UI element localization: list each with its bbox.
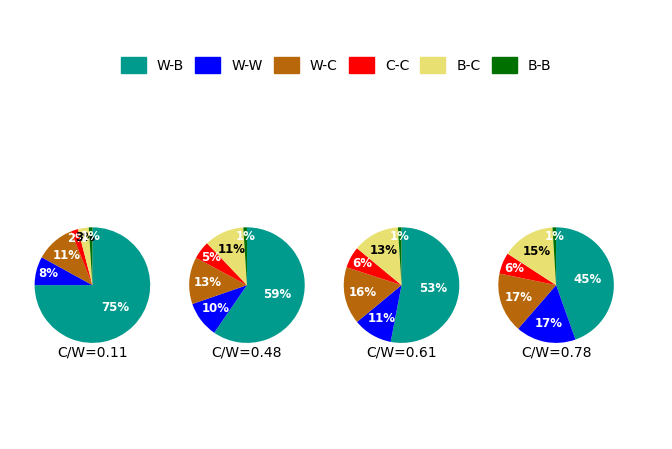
Wedge shape (556, 227, 614, 339)
Text: 13%: 13% (370, 244, 398, 256)
Wedge shape (390, 227, 459, 343)
Text: 11%: 11% (52, 249, 81, 262)
Text: 75%: 75% (101, 301, 129, 314)
Text: 8%: 8% (39, 268, 58, 281)
Wedge shape (357, 228, 401, 285)
Text: 1%: 1% (544, 230, 564, 243)
Wedge shape (347, 248, 401, 285)
Text: 10%: 10% (202, 303, 230, 315)
Wedge shape (344, 267, 401, 322)
Wedge shape (507, 228, 556, 285)
Wedge shape (552, 227, 556, 285)
Text: 1%: 1% (235, 230, 255, 243)
Wedge shape (214, 227, 304, 343)
Text: 6%: 6% (505, 261, 524, 274)
Wedge shape (42, 231, 92, 285)
Text: 3%: 3% (75, 231, 95, 244)
Legend: W-B, W-W, W-C, C-C, B-C, B-B: W-B, W-W, W-C, C-C, B-C, B-B (116, 53, 556, 77)
Wedge shape (34, 227, 150, 343)
Wedge shape (499, 254, 556, 285)
Text: 45%: 45% (573, 273, 601, 286)
Title: C/W=0.78: C/W=0.78 (521, 345, 591, 359)
Title: C/W=0.11: C/W=0.11 (57, 345, 128, 359)
Text: 15%: 15% (522, 245, 550, 258)
Wedge shape (78, 228, 92, 285)
Wedge shape (243, 227, 247, 285)
Wedge shape (357, 285, 401, 342)
Wedge shape (518, 285, 575, 343)
Text: 17%: 17% (535, 317, 562, 330)
Wedge shape (499, 273, 556, 329)
Text: 13%: 13% (194, 276, 222, 289)
Wedge shape (207, 228, 247, 285)
Wedge shape (192, 285, 247, 333)
Wedge shape (34, 257, 92, 285)
Title: C/W=0.48: C/W=0.48 (212, 345, 282, 359)
Text: 17%: 17% (505, 291, 533, 304)
Text: 6%: 6% (352, 257, 372, 270)
Wedge shape (196, 243, 247, 285)
Text: 11%: 11% (217, 242, 245, 255)
Text: 59%: 59% (263, 288, 292, 301)
Title: C/W=0.61: C/W=0.61 (366, 345, 437, 359)
Text: 2%: 2% (67, 233, 87, 246)
Wedge shape (71, 229, 92, 285)
Text: 53%: 53% (419, 282, 448, 295)
Text: 11%: 11% (368, 313, 396, 326)
Wedge shape (89, 227, 92, 285)
Wedge shape (398, 227, 401, 285)
Text: 5%: 5% (201, 251, 221, 264)
Text: 1%: 1% (390, 230, 410, 243)
Text: 1%: 1% (81, 230, 101, 243)
Text: 16%: 16% (349, 286, 377, 299)
Wedge shape (190, 258, 247, 304)
